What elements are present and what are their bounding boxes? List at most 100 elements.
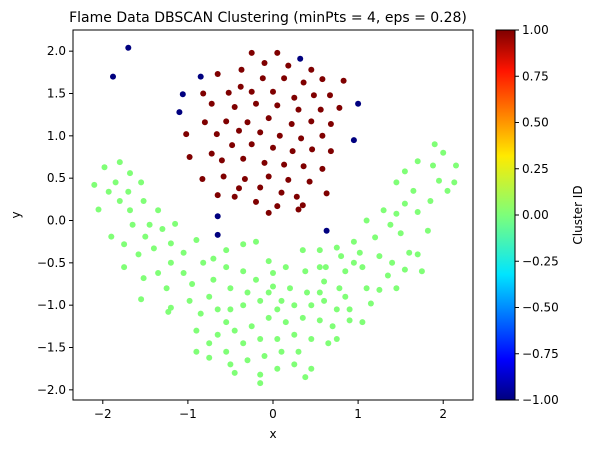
data-point-cluster-0-128 (231, 369, 238, 376)
data-point-cluster-0-142 (376, 286, 383, 293)
data-point-cluster-1-25 (317, 106, 324, 113)
data-point-cluster-0-29 (193, 237, 200, 243)
data-point-cluster-0-139 (338, 253, 345, 260)
data-point-cluster-0-64 (418, 268, 425, 275)
data-point-cluster-1-4 (261, 60, 268, 66)
data-point-cluster-0-43 (282, 264, 289, 271)
data-point-cluster-1-72 (265, 209, 272, 216)
data-point-cluster-1-52 (281, 161, 288, 168)
data-point-cluster--1-1 (125, 44, 132, 51)
data-point-cluster-1-61 (236, 185, 242, 192)
data-point-cluster-0-52 (414, 209, 421, 215)
data-point-cluster-0-67 (430, 162, 436, 169)
x-tick-label: 0 (269, 407, 277, 421)
y-tick-label: −1.0 (37, 298, 66, 312)
data-point-cluster-0-99 (367, 300, 374, 307)
y-axis: −2.0 −1.5 −1.0 −0.5 0.0 0.5 1.0 1.5 2.0 (37, 44, 73, 397)
data-point-cluster-1-59 (285, 176, 292, 183)
data-point-cluster-0-46 (333, 244, 340, 251)
x-axis: −2 −1 0 1 2 (94, 400, 447, 421)
data-point-cluster-0-44 (299, 247, 306, 254)
data-point-cluster-0-63 (414, 251, 421, 258)
data-point-cluster--1-8 (214, 213, 221, 220)
data-point-cluster-0-98 (363, 285, 370, 292)
data-point-cluster-0-72 (401, 168, 408, 175)
data-point-cluster-0-141 (393, 285, 400, 292)
data-point-cluster-0-91 (257, 297, 264, 304)
data-point-cluster-0-118 (308, 336, 315, 342)
data-point-cluster-1-2 (214, 71, 221, 77)
data-point-cluster-1-20 (208, 100, 215, 107)
data-point-cluster-0-81 (302, 268, 309, 275)
colorbar (495, 29, 516, 401)
data-point-cluster-0-93 (291, 302, 298, 309)
data-point-cluster-0-17 (135, 251, 142, 258)
data-point-cluster-1-18 (310, 92, 317, 99)
data-point-cluster-0-106 (265, 314, 272, 321)
data-point-cluster-1-35 (213, 131, 220, 138)
data-point-cluster-1-9 (281, 75, 288, 82)
data-point-cluster-0-129 (257, 371, 264, 378)
colorbar-tick-label: −1.00 (522, 393, 559, 407)
data-point-cluster-0-84 (270, 283, 276, 290)
data-point-cluster-1-69 (274, 203, 281, 210)
colorbar-label: Cluster ID (571, 185, 585, 244)
data-point-cluster-0-87 (227, 285, 234, 292)
data-point-cluster-0-120 (333, 336, 340, 342)
data-point-cluster--1-9 (214, 231, 221, 238)
data-point-cluster-0-133 (257, 380, 264, 387)
data-point-cluster-1-64 (323, 190, 330, 197)
data-point-cluster-1-5 (285, 62, 292, 69)
data-point-cluster-1-21 (231, 104, 238, 110)
data-point-cluster-0-126 (206, 354, 213, 361)
data-point-cluster-0-125 (227, 361, 234, 368)
data-point-cluster--1-3 (176, 109, 183, 116)
data-point-cluster-0-102 (329, 323, 336, 330)
y-tick-label: −1.5 (37, 341, 66, 355)
data-point-cluster-0-24 (155, 270, 162, 276)
data-point-cluster-0-105 (282, 319, 289, 326)
data-point-cluster-0-10 (127, 207, 133, 214)
y-tick-label: 1.0 (47, 129, 66, 143)
data-point-cluster-1-45 (270, 144, 276, 151)
data-point-cluster--1-4 (197, 73, 204, 80)
data-point-cluster-0-56 (410, 187, 417, 194)
data-point-cluster-0-146 (316, 289, 323, 296)
plot-area (91, 44, 459, 387)
data-point-cluster-0-41 (253, 238, 259, 245)
data-point-cluster-1-56 (220, 173, 227, 180)
data-point-cluster-0-48 (363, 217, 370, 224)
data-point-cluster-1-51 (261, 159, 268, 166)
data-point-cluster-0-114 (240, 340, 247, 347)
data-point-cluster-1-33 (308, 118, 315, 125)
data-point-cluster-0-131 (291, 361, 298, 368)
data-point-cluster-0-13 (129, 221, 136, 228)
data-point-cluster-0-127 (193, 348, 200, 355)
data-point-cluster-0-37 (206, 293, 213, 300)
data-point-cluster-0-47 (350, 238, 357, 245)
data-point-cluster-0-50 (393, 210, 400, 217)
data-point-cluster-1-22 (253, 100, 259, 107)
data-point-cluster-1-6 (308, 66, 315, 73)
y-axis-label: y (9, 211, 23, 218)
data-point-cluster-0-96 (333, 306, 340, 313)
data-point-cluster-0-65 (424, 227, 431, 234)
data-point-cluster-0-76 (350, 259, 357, 266)
data-point-cluster-0-55 (444, 187, 451, 194)
data-point-cluster-1-66 (214, 192, 221, 199)
y-tick-label: −0.5 (37, 256, 66, 270)
data-point-cluster-0-83 (287, 285, 293, 292)
data-point-cluster-0-97 (346, 306, 353, 313)
data-point-cluster-0-51 (401, 200, 408, 207)
data-point-cluster-0-19 (159, 226, 166, 232)
data-point-cluster-0-0 (91, 181, 98, 188)
data-point-cluster-0-27 (138, 296, 145, 303)
colorbar-tick-label: 0.25 (522, 162, 549, 176)
data-point-cluster-1-54 (319, 165, 326, 172)
data-point-cluster-0-132 (308, 365, 315, 372)
data-point-cluster-0-49 (380, 207, 387, 214)
data-point-cluster-0-134 (302, 374, 309, 381)
data-point-cluster-1-14 (225, 89, 232, 96)
data-point-cluster-1-34 (327, 121, 334, 127)
data-point-cluster-0-112 (206, 340, 213, 347)
